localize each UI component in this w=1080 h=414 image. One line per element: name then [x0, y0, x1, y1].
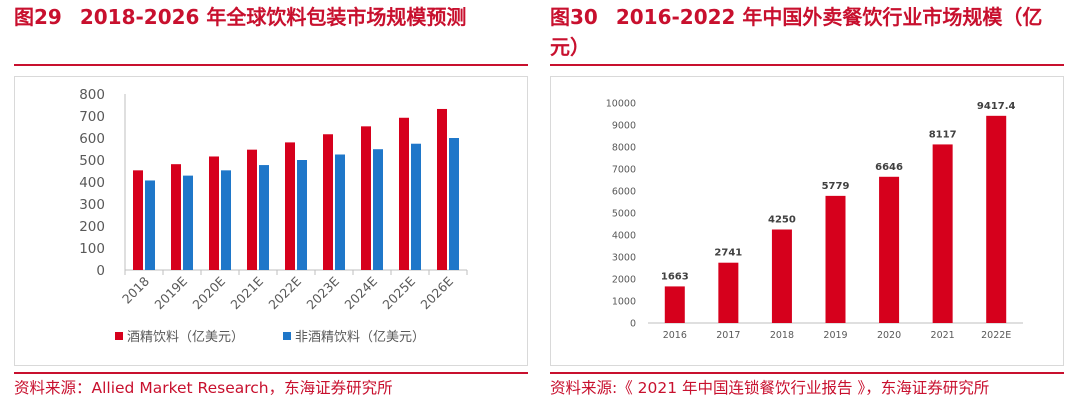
bar-alcoholic — [361, 126, 371, 270]
left-figure-title: 图29 2018-2026 年全球饮料包装市场规模预测 — [14, 2, 528, 32]
y-tick-label: 10000 — [606, 99, 636, 110]
data-label: 5779 — [822, 181, 850, 192]
x-tick-label: 2024E — [341, 273, 380, 312]
y-tick-label: 200 — [79, 219, 105, 235]
y-tick-label: 4000 — [612, 231, 636, 242]
bar-takeout-market — [718, 262, 739, 323]
right-figure-title: 图30 2016-2022 年中国外卖餐饮行业市场规模（亿元） — [550, 2, 1064, 62]
bar-alcoholic — [399, 117, 409, 270]
y-tick-label: 600 — [79, 131, 105, 147]
data-label: 9417.4 — [977, 101, 1016, 112]
data-label: 1663 — [661, 271, 689, 282]
data-label: 8117 — [929, 129, 957, 140]
bar-non-alcoholic — [449, 138, 459, 270]
bar-alcoholic — [323, 134, 333, 270]
bar-non-alcoholic — [297, 160, 307, 270]
x-tick-label: 2020E — [189, 273, 228, 312]
bar-non-alcoholic — [221, 170, 231, 270]
x-tick-label: 2022E — [265, 273, 304, 312]
bar-alcoholic — [133, 170, 143, 270]
y-tick-label: 5000 — [612, 209, 636, 220]
bar-takeout-market — [664, 286, 685, 323]
left-figure-panel: 图29 2018-2026 年全球饮料包装市场规模预测 0 100 200 300 400… — [14, 0, 528, 414]
y-tick-label: 100 — [79, 241, 105, 257]
right-title-rule — [550, 64, 1064, 66]
legend-swatch-non-alcoholic — [283, 332, 291, 340]
data-label: 2741 — [714, 248, 742, 259]
right-chart-frame: 0 1000 2000 3000 4000 5000 6000 7000 8000 9000 100… — [550, 76, 1064, 366]
right-source-note: 资料来源:《 2021 年中国连锁餐饮行业报告 》，东海证券研究所 — [550, 379, 990, 397]
x-tick-label: 2016 — [663, 330, 687, 341]
legend-label-non-alcoholic: 非酒精饮料（亿美元） — [295, 330, 425, 345]
bar-takeout-market — [771, 229, 792, 323]
x-tick-label: 2019E — [151, 273, 190, 312]
bar-non-alcoholic — [411, 143, 421, 270]
bar-alcoholic — [437, 108, 447, 271]
y-tick-label: 700 — [79, 109, 105, 125]
x-tick-label: 2020 — [877, 330, 901, 341]
right-bar-chart: 0 1000 2000 3000 4000 5000 6000 7000 8000 9000 100… — [606, 99, 1023, 341]
left-chart-frame: 0 100 200 300 400 500 600 700 800 2018 2019E 2020E 2… — [14, 76, 528, 366]
x-tick-label: 2021 — [931, 330, 955, 341]
y-tick-label: 500 — [79, 153, 105, 169]
y-tick-label: 300 — [79, 197, 105, 213]
x-tick-label: 2017 — [716, 330, 740, 341]
x-tick-label: 2025E — [379, 273, 418, 312]
left-title-rule — [14, 64, 528, 66]
x-tick-label: 2021E — [227, 273, 266, 312]
x-tick-label: 2018 — [119, 273, 152, 306]
bar-non-alcoholic — [183, 175, 193, 270]
left-source-rule — [14, 372, 528, 374]
y-tick-label: 8000 — [612, 143, 636, 154]
data-label: 6646 — [875, 162, 903, 173]
x-tick-label: 2019 — [823, 330, 847, 341]
y-tick-label: 400 — [79, 175, 105, 191]
y-tick-label: 800 — [79, 87, 105, 103]
bar-alcoholic — [171, 164, 181, 270]
x-tick-label: 2026E — [417, 273, 456, 312]
right-figure-number: 图30 — [550, 5, 598, 29]
y-tick-label: 3000 — [612, 253, 636, 264]
bar-takeout-market — [879, 176, 900, 323]
left-source-note: 资料来源：Allied Market Research，东海证券研究所 — [14, 379, 393, 397]
bar-alcoholic — [247, 149, 257, 270]
right-figure-panel: 图30 2016-2022 年中国外卖餐饮行业市场规模（亿元） 0 1000 2000… — [550, 0, 1064, 414]
right-source-rule — [550, 372, 1064, 374]
right-figure-title-text: 2016-2022 年中国外卖餐饮行业市场规模（亿元） — [550, 5, 1043, 59]
bar-takeout-market — [986, 115, 1007, 323]
y-tick-label: 2000 — [612, 275, 636, 286]
left-figure-title-text: 2018-2026 年全球饮料包装市场规模预测 — [79, 5, 467, 29]
x-tick-label: 2022E — [981, 330, 1011, 341]
bar-non-alcoholic — [145, 180, 155, 270]
x-tick-label: 2023E — [303, 273, 342, 312]
y-tick-label: 6000 — [612, 187, 636, 198]
left-figure-number: 图29 — [14, 5, 62, 29]
data-label: 4250 — [768, 215, 796, 226]
legend-label-alcoholic: 酒精饮料（亿美元） — [127, 330, 244, 345]
bar-alcoholic — [285, 142, 295, 270]
bar-non-alcoholic — [335, 154, 345, 270]
y-tick-label: 1000 — [612, 297, 636, 308]
bar-non-alcoholic — [259, 165, 269, 270]
legend-swatch-alcoholic — [115, 332, 123, 340]
y-tick-label: 7000 — [612, 165, 636, 176]
x-tick-label: 2018 — [770, 330, 794, 341]
bar-non-alcoholic — [373, 149, 383, 270]
y-tick-label: 0 — [96, 263, 105, 279]
bar-takeout-market — [825, 195, 846, 323]
bar-takeout-market — [932, 144, 953, 323]
y-tick-label: 0 — [630, 319, 636, 330]
bar-alcoholic — [209, 156, 219, 270]
y-tick-label: 9000 — [612, 121, 636, 132]
